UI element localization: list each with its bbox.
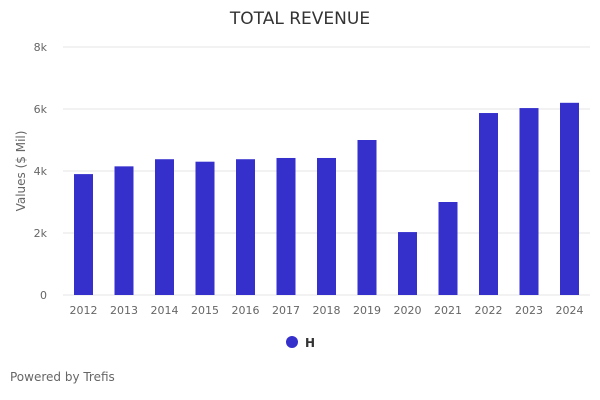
legend[interactable]: H — [286, 336, 315, 350]
x-tick-label-2021: 2021 — [434, 304, 462, 317]
x-tick-label-2012: 2012 — [70, 304, 98, 317]
bar-2012[interactable] — [74, 174, 93, 295]
bar-2017[interactable] — [276, 157, 296, 295]
y-tick-label: 2k — [34, 227, 48, 240]
x-tick-label-2017: 2017 — [272, 304, 300, 317]
y-axis-ticks: 0 2k 4k 6k 8k — [34, 41, 48, 302]
bar-2013[interactable] — [114, 166, 134, 295]
powered-by-footer[interactable]: Powered by Trefis — [10, 370, 115, 384]
x-tick-label-2013: 2013 — [110, 304, 138, 317]
x-tick-label-2024: 2024 — [556, 304, 584, 317]
x-tick-label-2018: 2018 — [313, 304, 341, 317]
x-tick-label-2023: 2023 — [515, 304, 543, 317]
bar-2014[interactable] — [155, 159, 174, 295]
y-axis-label: Values ($ Mil) — [14, 131, 28, 212]
x-tick-label-2015: 2015 — [191, 304, 219, 317]
x-tick-label-2019: 2019 — [353, 304, 381, 317]
bar-2022[interactable] — [479, 113, 498, 295]
bar-2019[interactable] — [357, 140, 377, 295]
y-tick-label: 8k — [34, 41, 48, 54]
y-tick-label: 4k — [34, 165, 48, 178]
bar-2021[interactable] — [438, 202, 458, 295]
x-tick-label-2014: 2014 — [151, 304, 179, 317]
bar-2015[interactable] — [195, 161, 215, 295]
bars — [74, 102, 579, 295]
x-tick-label-2022: 2022 — [475, 304, 503, 317]
y-tick-label: 6k — [34, 103, 48, 116]
legend-marker — [286, 336, 298, 348]
chart-title: TOTAL REVENUE — [229, 9, 370, 29]
bar-2018[interactable] — [317, 157, 336, 295]
legend-label-h: H — [305, 336, 315, 350]
bar-2024[interactable] — [560, 102, 579, 295]
x-tick-label-2016: 2016 — [232, 304, 260, 317]
x-tick-label-2020: 2020 — [394, 304, 422, 317]
y-tick-label: 0 — [40, 289, 47, 302]
bar-2020[interactable] — [398, 232, 417, 295]
bar-2023[interactable] — [519, 108, 539, 295]
x-axis-ticks: 2012 2013 2014 2015 2016 2017 2018 2019 2020 2021… — [70, 304, 584, 317]
bar-2016[interactable] — [236, 159, 255, 295]
